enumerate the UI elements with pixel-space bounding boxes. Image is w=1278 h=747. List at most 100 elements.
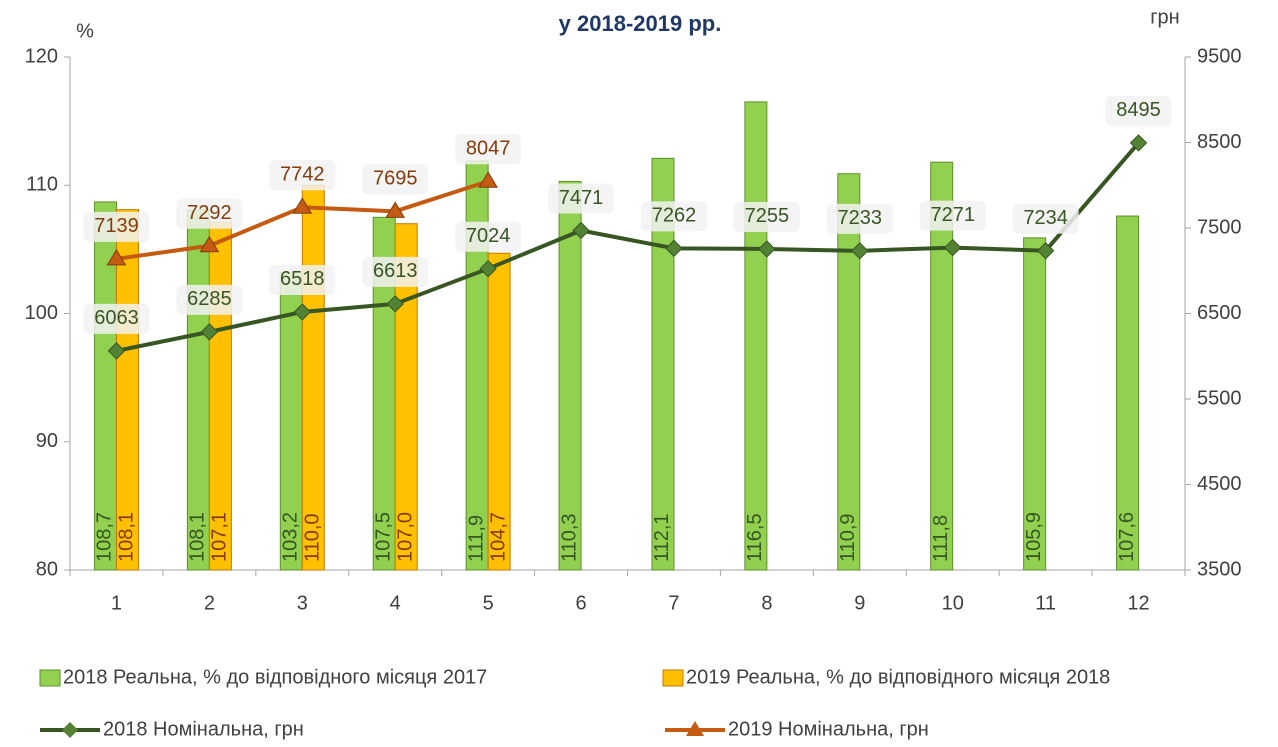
x-tick-label: 10: [942, 592, 964, 614]
y2-tick-label: 7500: [1197, 216, 1242, 238]
marker: [478, 171, 499, 188]
bar: [301, 184, 325, 571]
y-tick-label: 90: [36, 430, 58, 452]
y-tick-label: 120: [25, 45, 58, 67]
label-box: [362, 256, 429, 287]
y-axis-label: %: [76, 20, 94, 42]
point-value-label: 7255: [745, 205, 790, 227]
label-box: [826, 203, 893, 234]
marker: [665, 239, 683, 258]
bar: [1116, 215, 1140, 571]
y2-axis-label: грн: [1150, 6, 1179, 28]
marker: [758, 240, 776, 258]
point-value-label: 7234: [1023, 207, 1068, 229]
marker: [385, 201, 406, 218]
point-value-label: 7233: [838, 207, 883, 229]
legend-swatch: [39, 669, 61, 687]
bar-value-label: 103,2: [280, 512, 302, 562]
point-value-label: 7024: [466, 225, 511, 247]
marker: [944, 238, 962, 257]
point-value-label: 7471: [559, 187, 604, 209]
marker: [1036, 242, 1055, 260]
bar-value-label: 107,6: [1116, 512, 1138, 562]
marker: [106, 248, 127, 266]
marker: [107, 342, 126, 360]
point-value-label: 6063: [94, 307, 139, 329]
legend-label: 2019 Реальна, % до відповідного місяця 2…: [686, 666, 1110, 688]
label-box: [640, 201, 707, 232]
label-box: [919, 200, 986, 231]
label-box: [733, 201, 800, 232]
label-box: [548, 183, 615, 214]
x-tick-label: 8: [761, 592, 772, 614]
bar-value-label: 116,5: [744, 513, 766, 562]
x-tick-label: 12: [1127, 592, 1149, 614]
label-box: [269, 264, 336, 295]
label-box: [1105, 95, 1172, 126]
y2-tick-label: 5500: [1197, 387, 1242, 409]
marker: [1129, 134, 1148, 152]
point-value-label: 6285: [187, 288, 232, 310]
y2-tick-label: 8500: [1197, 131, 1242, 153]
line: [116, 141, 1141, 353]
bar-value-label: 107,5: [372, 512, 394, 562]
bar-value-label: 110,3: [558, 513, 580, 562]
x-tick-label: 5: [483, 592, 494, 614]
bar: [115, 209, 139, 571]
bar-value-label: 108,1: [116, 512, 138, 562]
bar: [651, 157, 675, 571]
legend-swatch: [662, 669, 684, 687]
bar: [558, 180, 582, 571]
point-value-label: 7262: [652, 205, 697, 227]
marker: [293, 303, 311, 321]
marker: [200, 323, 219, 341]
x-tick-label: 2: [204, 592, 215, 614]
y-tick-label: 100: [25, 302, 58, 324]
point-value-label: 6518: [280, 268, 325, 290]
marker: [199, 235, 220, 253]
label-box: [83, 303, 150, 334]
bar-value-label: 110,0: [302, 513, 324, 562]
label-box: [83, 211, 150, 242]
label-box: [455, 134, 522, 165]
marker: [292, 197, 313, 214]
marker: [479, 259, 497, 278]
marker: [851, 242, 869, 260]
point-value-label: 7695: [373, 168, 418, 190]
label-box: [362, 164, 429, 195]
x-tick-label: 3: [297, 592, 308, 614]
marker: [572, 221, 590, 240]
bar: [394, 223, 418, 571]
bar-value-label: 108,1: [187, 512, 209, 562]
y-tick-label: 80: [36, 558, 58, 580]
bar-value-label: 110,9: [837, 513, 859, 562]
label-box: [176, 198, 243, 229]
x-tick-label: 1: [111, 592, 122, 614]
bar: [1023, 237, 1047, 571]
bar-value-label: 107,0: [394, 512, 416, 562]
label-box: [176, 284, 243, 315]
point-value-label: 6613: [373, 260, 418, 282]
bar-value-label: 107,1: [209, 512, 231, 562]
point-value-label: 8047: [466, 138, 511, 160]
bar-value-label: 105,9: [1023, 512, 1045, 562]
legend-label: 2018 Реальна, % до відповідного місяця 2…: [63, 666, 487, 688]
bar: [487, 252, 511, 571]
point-value-label: 7139: [94, 215, 139, 237]
x-tick-label: 9: [854, 592, 865, 614]
x-tick-label: 4: [390, 592, 401, 614]
y2-tick-label: 9500: [1197, 45, 1242, 67]
bar-value-label: 112,1: [651, 513, 673, 562]
label-box: [1012, 203, 1079, 234]
legend-label: 2018 Номінальна, грн: [103, 718, 304, 740]
bar: [744, 101, 768, 571]
point-value-label: 7292: [187, 202, 232, 224]
y2-tick-label: 3500: [1197, 558, 1242, 580]
bar-value-label: 104,7: [487, 512, 509, 562]
legend-label: 2019 Номінальна, грн: [728, 718, 929, 740]
legend-marker: [686, 721, 704, 736]
chart-title: у 2018-2019 рр.: [559, 11, 722, 36]
x-tick-label: 11: [1035, 592, 1056, 614]
y-tick-label: 110: [26, 174, 58, 196]
